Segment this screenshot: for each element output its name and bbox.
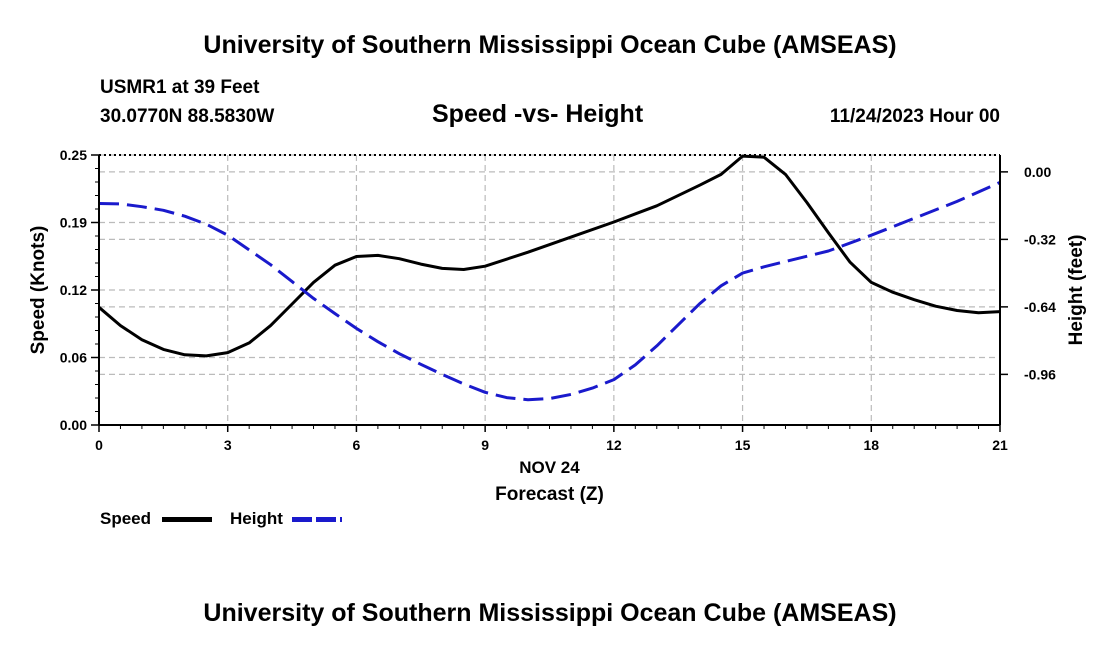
axes: [91, 154, 1008, 432]
series-line-speed: [98, 154, 1001, 358]
chart-title: Speed -vs- Height: [432, 100, 644, 128]
station-label: USMR1 at 39 Feet: [100, 77, 260, 98]
y-tick-label: 0.06: [60, 350, 87, 366]
x-tick-label: 18: [863, 437, 879, 453]
x-tick-label: 0: [95, 437, 103, 453]
x-axis-title: Forecast (Z): [495, 484, 604, 505]
legend-height-swatch: [292, 517, 342, 522]
axis-labels: 0 3 6 9 12 15 18 21 0.00 0.06 0.12 0.19 0.25 0.00 -0.3…: [28, 147, 1087, 505]
x-tick-label: 21: [992, 437, 1008, 453]
x-tick-label: 3: [224, 437, 232, 453]
legend-speed-label: Speed: [100, 509, 152, 528]
y-tick-label: 0.25: [60, 147, 87, 163]
y-tick-label: 0.12: [60, 282, 87, 298]
x-tick-label: 12: [606, 437, 622, 453]
footer-title: University of Southern Mississippi Ocean…: [203, 599, 897, 627]
x-axis-date-label: NOV 24: [519, 458, 580, 477]
y2-tick-label: -0.64: [1024, 299, 1056, 315]
y-axis-title: Speed (Knots): [28, 226, 49, 355]
series-line-height: [98, 181, 1001, 402]
y-tick-label: 0.00: [60, 417, 87, 433]
date-label: 11/24/2023 Hour 00: [829, 106, 1000, 127]
y2-tick-label: -0.32: [1024, 231, 1056, 247]
coordinates-label: 30.0770N 88.5830W: [100, 106, 275, 127]
x-tick-label: 6: [353, 437, 361, 453]
legend-speed-swatch: [162, 517, 212, 522]
page-title: University of Southern Mississippi Ocean…: [203, 31, 897, 59]
x-tick-label: 9: [481, 437, 489, 453]
series-layer: [98, 154, 1001, 402]
y2-tick-label: 0.00: [1024, 164, 1051, 180]
legend-height-label: Height: [230, 509, 283, 528]
y-tick-label: 0.19: [60, 215, 87, 231]
grid: [99, 154, 1000, 425]
y2-tick-label: -0.96: [1024, 366, 1056, 382]
y2-axis-title: Height (feet): [1066, 235, 1087, 346]
x-tick-label: 15: [735, 437, 751, 453]
